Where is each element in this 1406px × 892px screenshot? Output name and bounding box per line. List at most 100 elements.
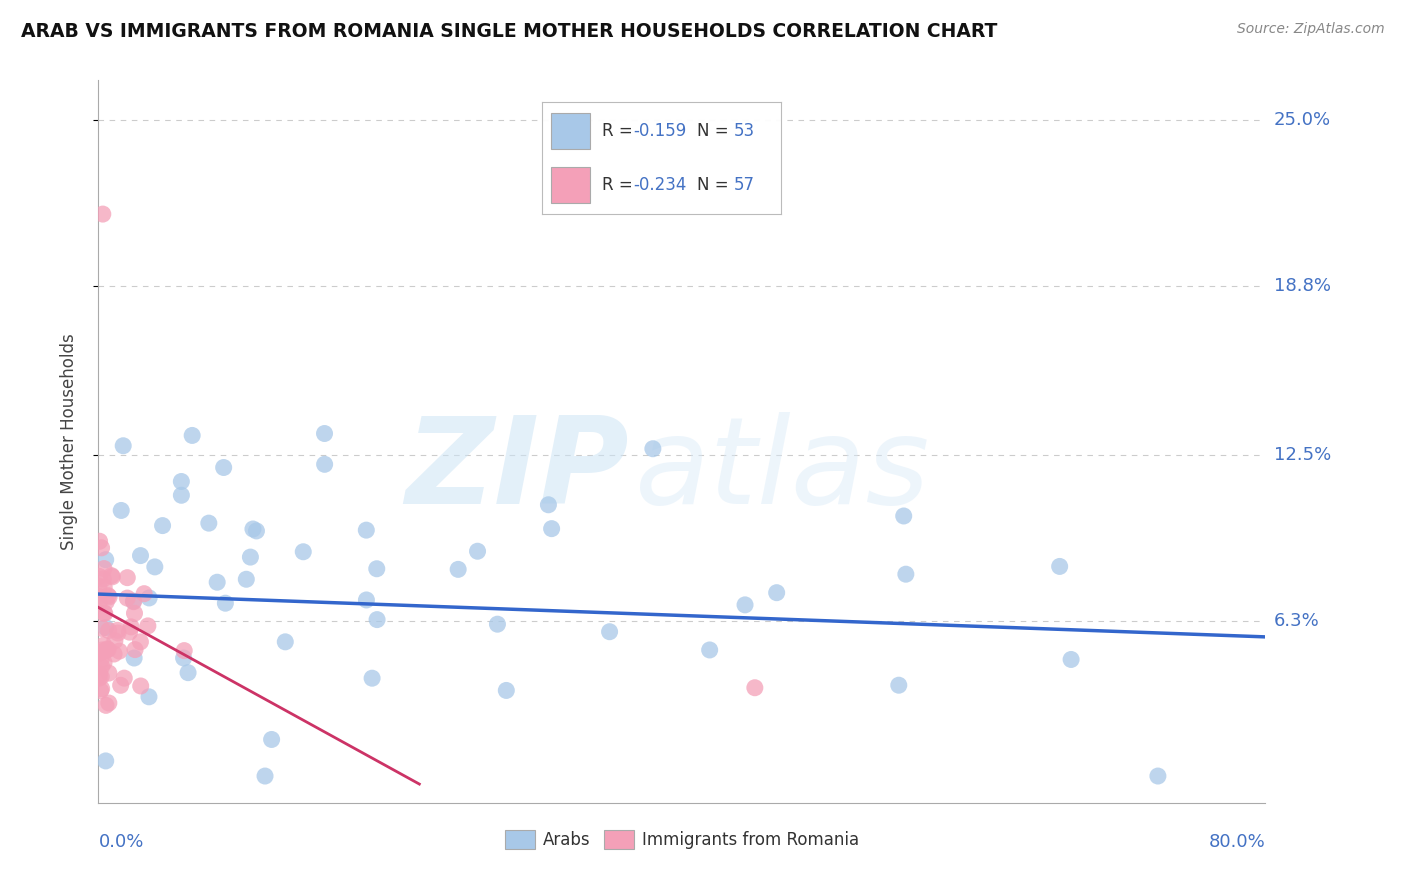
Text: R =: R = [602, 176, 638, 194]
Point [129, 635, 152, 649]
Point [537, 498, 560, 512]
Point [110, 678, 132, 692]
Point [447, 562, 470, 576]
Point [93, 561, 115, 575]
Point [93, 656, 115, 670]
Point [173, 643, 195, 657]
Text: N =: N = [697, 122, 734, 140]
Point [314, 458, 336, 472]
Point [87, 579, 110, 593]
Point [765, 585, 787, 599]
Text: ARAB VS IMMIGRANTS FROM ROMANIA SINGLE MOTHER HOUSEHOLDS CORRELATION CHART: ARAB VS IMMIGRANTS FROM ROMANIA SINGLE M… [21, 22, 997, 41]
Point [90, 683, 112, 698]
Point [235, 572, 257, 586]
Point [90, 670, 112, 684]
Point [91, 622, 114, 636]
Text: -0.159: -0.159 [633, 122, 686, 140]
Text: N =: N = [697, 176, 734, 194]
Point [90, 659, 112, 673]
Point [100, 568, 122, 582]
Point [87, 590, 110, 604]
Point [120, 620, 142, 634]
Text: 0.0%: 0.0% [98, 833, 143, 851]
Point [540, 522, 562, 536]
Text: ZIP: ZIP [406, 412, 630, 529]
Point [245, 524, 267, 538]
Point [129, 679, 152, 693]
Point [173, 651, 195, 665]
Point [93, 580, 115, 594]
Text: 57: 57 [734, 176, 754, 194]
Point [122, 651, 145, 665]
Point [129, 549, 152, 563]
Point [118, 625, 141, 640]
Point [143, 560, 166, 574]
Point [170, 488, 193, 502]
Point [124, 606, 146, 620]
Point [87, 646, 110, 660]
Point [314, 426, 336, 441]
Point [356, 523, 378, 537]
Point [90, 541, 112, 555]
Point [97, 642, 120, 657]
Text: 6.3%: 6.3% [1274, 612, 1319, 630]
Point [93, 606, 115, 620]
Point [239, 550, 262, 565]
Point [495, 683, 517, 698]
Point [117, 571, 139, 585]
Point [97, 696, 120, 710]
Point [1049, 559, 1071, 574]
Text: atlas: atlas [636, 412, 931, 529]
Point [101, 570, 124, 584]
Point [89, 534, 111, 549]
Point [136, 619, 159, 633]
Point [94, 643, 117, 657]
Point [152, 518, 174, 533]
Point [94, 620, 117, 634]
Point [467, 544, 489, 558]
Point [94, 754, 117, 768]
Point [138, 591, 160, 605]
Point [103, 647, 125, 661]
Point [486, 617, 509, 632]
Legend: Arabs, Immigrants from Romania: Arabs, Immigrants from Romania [498, 823, 866, 856]
Point [205, 575, 228, 590]
Text: R =: R = [602, 122, 638, 140]
Text: 80.0%: 80.0% [1209, 833, 1265, 851]
Point [96, 595, 118, 609]
Point [181, 428, 204, 442]
Point [124, 642, 146, 657]
Point [292, 545, 315, 559]
Point [94, 607, 117, 621]
Point [90, 652, 112, 666]
Point [1060, 652, 1083, 666]
Point [94, 552, 117, 566]
Point [122, 594, 145, 608]
Point [117, 591, 139, 605]
Text: Source: ZipAtlas.com: Source: ZipAtlas.com [1237, 22, 1385, 37]
Point [599, 624, 621, 639]
Point [887, 678, 910, 692]
Point [110, 503, 132, 517]
Point [198, 516, 221, 530]
Point [134, 587, 156, 601]
Point [89, 569, 111, 583]
Point [91, 572, 114, 586]
Point [366, 562, 388, 576]
Point [107, 626, 129, 640]
Point [112, 439, 135, 453]
Text: 53: 53 [734, 122, 755, 140]
Point [242, 522, 264, 536]
Point [90, 681, 112, 696]
Point [212, 460, 235, 475]
Point [107, 624, 129, 638]
Point [108, 644, 131, 658]
Point [87, 646, 110, 660]
Point [94, 698, 117, 713]
Point [893, 508, 915, 523]
Point [87, 597, 110, 611]
Point [170, 475, 193, 489]
Point [97, 666, 120, 681]
Point [366, 613, 388, 627]
Text: 12.5%: 12.5% [1274, 446, 1331, 464]
